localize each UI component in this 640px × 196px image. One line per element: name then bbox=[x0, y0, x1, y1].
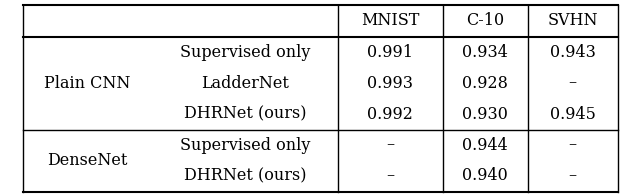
Text: DHRNet (ours): DHRNet (ours) bbox=[184, 105, 307, 122]
Text: –: – bbox=[568, 74, 577, 92]
Text: LadderNet: LadderNet bbox=[201, 74, 289, 92]
Text: Plain CNN: Plain CNN bbox=[44, 74, 131, 92]
Text: C-10: C-10 bbox=[466, 12, 504, 29]
Text: 0.992: 0.992 bbox=[367, 105, 413, 122]
Text: 0.930: 0.930 bbox=[462, 105, 508, 122]
Text: Supervised only: Supervised only bbox=[180, 44, 310, 61]
Text: –: – bbox=[386, 136, 394, 153]
Text: 0.943: 0.943 bbox=[550, 44, 595, 61]
Text: 0.934: 0.934 bbox=[462, 44, 508, 61]
Text: 0.940: 0.940 bbox=[462, 168, 508, 184]
Text: 0.928: 0.928 bbox=[462, 74, 508, 92]
Text: –: – bbox=[568, 136, 577, 153]
Text: 0.993: 0.993 bbox=[367, 74, 413, 92]
Text: 0.945: 0.945 bbox=[550, 105, 595, 122]
Text: –: – bbox=[386, 168, 394, 184]
Text: Supervised only: Supervised only bbox=[180, 136, 310, 153]
Text: SVHN: SVHN bbox=[547, 12, 598, 29]
Text: 0.944: 0.944 bbox=[462, 136, 508, 153]
Text: DHRNet (ours): DHRNet (ours) bbox=[184, 168, 307, 184]
Text: –: – bbox=[568, 168, 577, 184]
Text: 0.991: 0.991 bbox=[367, 44, 413, 61]
Text: DenseNet: DenseNet bbox=[47, 152, 128, 169]
Text: MNIST: MNIST bbox=[361, 12, 419, 29]
